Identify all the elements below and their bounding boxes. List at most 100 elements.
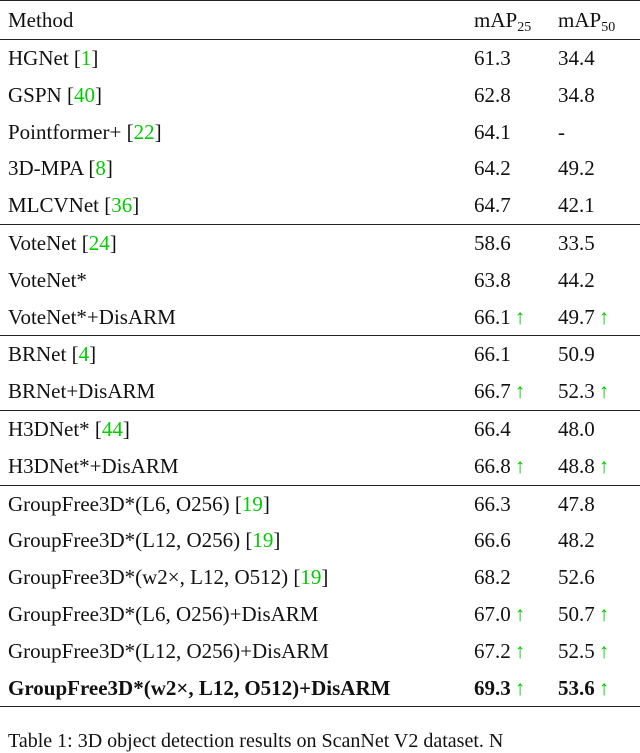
method-cell: Pointformer+ [22] bbox=[8, 119, 162, 144]
method-cell: GroupFree3D*(L12, O256) [19] bbox=[8, 528, 281, 553]
map50-value: 48.8 bbox=[558, 453, 595, 478]
table-body: HGNet [1] 61.3 34.4 GSPN [40] 62.8 34.8 Pointf… bbox=[0, 39, 640, 708]
citation-link[interactable]: 44 bbox=[101, 416, 123, 441]
map50-value: 52.6 bbox=[558, 565, 595, 590]
up-arrow-icon: ↑ bbox=[598, 453, 610, 478]
citation-link[interactable]: 4 bbox=[78, 342, 90, 367]
header-map50-sub: 50 bbox=[601, 20, 616, 35]
header-method: Method bbox=[8, 8, 74, 32]
map25-value: 66.6 bbox=[474, 528, 511, 553]
citation-link[interactable]: 8 bbox=[95, 156, 106, 181]
up-arrow-icon: ↑ bbox=[514, 601, 526, 626]
method-cell: BRNet [4] bbox=[8, 342, 97, 367]
up-arrow-icon: ↑ bbox=[514, 453, 526, 478]
header-map50: mAP50 bbox=[558, 1, 615, 39]
method-name: BRNet+DisARM bbox=[8, 379, 156, 404]
table-row: GroupFree3D*(L6, O256)+DisARM 67.0 ↑ 50.7 ↑ bbox=[0, 596, 640, 633]
up-arrow-icon: ↑ bbox=[514, 304, 526, 329]
group-rule bbox=[0, 335, 640, 337]
map50-cell: - bbox=[558, 114, 565, 151]
citation-link[interactable]: 19 bbox=[241, 491, 263, 516]
map25-value: 61.3 bbox=[474, 46, 511, 70]
citation-link[interactable]: 36 bbox=[111, 193, 133, 218]
method-name: GroupFree3D*(w2×, L12, O512) bbox=[8, 565, 294, 590]
table-top-rule bbox=[0, 0, 640, 1]
table-row: GroupFree3D*(L12, O256) [19] 66.6 48.2 bbox=[0, 522, 640, 559]
table-row: BRNet+DisARM 66.7 ↑ 52.3 ↑ bbox=[0, 373, 640, 410]
citation-link[interactable]: 1 bbox=[80, 46, 92, 70]
map50-cell: 34.8 bbox=[558, 77, 595, 114]
map25-cell: 66.7 ↑ bbox=[474, 373, 525, 410]
citation-link[interactable]: 40 bbox=[73, 82, 95, 107]
method-name: MLCVNet bbox=[8, 193, 105, 218]
citation-link[interactable]: 24 bbox=[88, 230, 110, 255]
map25-value: 69.3 bbox=[474, 675, 511, 700]
method-cell: GroupFree3D*(L6, O256) [19] bbox=[8, 491, 270, 516]
map25-value: 68.2 bbox=[474, 565, 511, 590]
table-row: HGNet [1] 61.3 34.4 bbox=[0, 40, 640, 77]
up-arrow-icon: ↑ bbox=[598, 379, 610, 404]
header-map25: mAP25 bbox=[474, 1, 531, 39]
map25-value: 67.2 bbox=[474, 638, 511, 663]
table-row: GSPN [40] 62.8 34.8 bbox=[0, 77, 640, 114]
up-arrow-icon: ↑ bbox=[514, 638, 526, 663]
up-arrow-icon: ↑ bbox=[598, 675, 610, 700]
map25-cell: 68.2 bbox=[474, 559, 511, 596]
group-rule bbox=[0, 484, 640, 486]
method-name: 3D-MPA bbox=[8, 156, 89, 181]
map25-cell: 66.1 bbox=[474, 336, 511, 373]
map50-cell: 48.0 bbox=[558, 411, 595, 448]
map25-value: 66.1 bbox=[474, 304, 511, 329]
method-cell: BRNet+DisARM bbox=[8, 373, 155, 410]
header-map25-sub: 25 bbox=[517, 20, 532, 35]
method-cell: GroupFree3D*(w2×, L12, O512)+DisARM bbox=[8, 670, 390, 707]
method-name: H3DNet* bbox=[8, 416, 95, 441]
map25-cell: 62.8 bbox=[474, 77, 511, 114]
up-arrow-icon: ↑ bbox=[598, 601, 610, 626]
method-name: GroupFree3D*(L12, O256) bbox=[8, 528, 246, 553]
up-arrow-icon: ↑ bbox=[598, 638, 610, 663]
map25-cell: 67.0 ↑ bbox=[474, 596, 525, 633]
map50-value: 53.6 bbox=[558, 675, 595, 700]
map25-cell: 66.8 ↑ bbox=[474, 448, 525, 485]
citation-link[interactable]: 22 bbox=[133, 119, 155, 144]
map25-cell: 64.1 bbox=[474, 114, 511, 151]
method-cell: H3DNet*+DisARM bbox=[8, 448, 179, 485]
method-cell: H3DNet* [44] bbox=[8, 416, 130, 441]
map25-cell: 66.4 bbox=[474, 411, 511, 448]
map25-value: 66.8 bbox=[474, 453, 511, 478]
map50-value: 47.8 bbox=[558, 491, 595, 516]
method-name: BRNet bbox=[8, 342, 72, 367]
map25-cell: 66.1 ↑ bbox=[474, 299, 525, 336]
method-name: GroupFree3D*(L6, O256) bbox=[8, 491, 235, 516]
table-row: GroupFree3D*(w2×, L12, O512) [19] 68.2 52.… bbox=[0, 559, 640, 596]
table-row: GroupFree3D*(L6, O256) [19] 66.3 47.8 bbox=[0, 486, 640, 523]
method-cell: VoteNet*+DisARM bbox=[8, 299, 176, 336]
map50-cell: 48.2 bbox=[558, 522, 595, 559]
map50-cell: 49.7 ↑ bbox=[558, 299, 609, 336]
method-name: GroupFree3D*(w2×, L12, O512)+DisARM bbox=[8, 675, 391, 700]
header-map50-base: mAP bbox=[558, 8, 602, 32]
map25-value: 64.1 bbox=[474, 119, 511, 144]
map50-cell: 50.7 ↑ bbox=[558, 596, 609, 633]
map50-cell: 44.2 bbox=[558, 262, 595, 299]
header-map25-base: mAP bbox=[474, 8, 518, 32]
map25-value: 63.8 bbox=[474, 267, 511, 292]
map50-cell: 50.9 bbox=[558, 336, 595, 373]
map25-cell: 69.3 ↑ bbox=[474, 670, 525, 707]
table-bottom-rule bbox=[0, 706, 640, 708]
map25-value: 58.6 bbox=[474, 230, 511, 255]
map25-cell: 67.2 ↑ bbox=[474, 633, 525, 670]
map50-cell: 34.4 bbox=[558, 40, 595, 77]
table-row: VoteNet [24] 58.6 33.5 bbox=[0, 225, 640, 262]
results-table: Method mAP25 mAP50 HGNet [1] 61.3 34.4 GSPN… bbox=[0, 0, 640, 708]
map50-value: 34.4 bbox=[558, 46, 595, 70]
group-rule bbox=[0, 223, 640, 225]
map50-value: - bbox=[558, 119, 565, 144]
citation-link[interactable]: 19 bbox=[252, 528, 274, 553]
up-arrow-icon: ↑ bbox=[514, 675, 526, 700]
table-row: BRNet [4] 66.1 50.9 bbox=[0, 336, 640, 373]
method-cell: GroupFree3D*(L6, O256)+DisARM bbox=[8, 596, 318, 633]
citation-link[interactable]: 19 bbox=[300, 565, 322, 590]
table-row: VoteNet* 63.8 44.2 bbox=[0, 262, 640, 299]
